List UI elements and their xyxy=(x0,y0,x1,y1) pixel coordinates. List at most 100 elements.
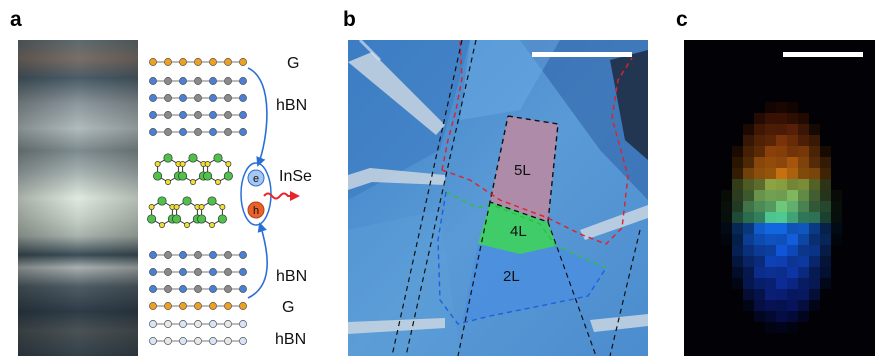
pl-pixel xyxy=(809,201,820,212)
atom-row xyxy=(149,251,247,259)
atom xyxy=(239,94,247,102)
atom xyxy=(239,268,247,276)
pl-pixel xyxy=(754,223,765,234)
pl-pixel xyxy=(798,300,809,311)
atom xyxy=(239,285,247,293)
panel-label-c: c xyxy=(676,8,688,31)
atom xyxy=(164,128,172,136)
pl-pixel xyxy=(721,223,732,234)
pl-pixel xyxy=(765,135,776,146)
pl-pixel xyxy=(743,201,754,212)
pl-pixel xyxy=(765,267,776,278)
atom-row xyxy=(149,337,247,345)
pl-pixel xyxy=(765,245,776,256)
selenium-atom xyxy=(215,179,221,185)
atom xyxy=(194,251,202,259)
pl-pixel xyxy=(787,223,798,234)
indium-atom xyxy=(178,171,188,181)
pl-pixel xyxy=(754,300,765,311)
pl-pixel xyxy=(776,179,787,190)
pl-pixel xyxy=(732,146,743,157)
pl-pixel xyxy=(787,113,798,124)
pl-pixel xyxy=(721,201,732,212)
indium-atom xyxy=(153,171,163,181)
pl-pixel xyxy=(765,113,776,124)
pl-pixel xyxy=(809,190,820,201)
pl-pixel xyxy=(765,300,776,311)
pl-pixel xyxy=(809,157,820,168)
atom-row xyxy=(149,111,247,119)
atom xyxy=(149,111,157,119)
atom xyxy=(179,77,187,85)
pl-pixel xyxy=(754,278,765,289)
pl-pixel xyxy=(765,124,776,135)
atom-row xyxy=(149,268,247,276)
pl-pixel xyxy=(820,245,831,256)
atom-row xyxy=(149,302,247,310)
pl-pixel xyxy=(765,157,776,168)
label-hbn-top: hBN xyxy=(276,97,307,114)
atom-row xyxy=(149,285,247,293)
pl-pixel xyxy=(754,267,765,278)
pl-pixel xyxy=(754,212,765,223)
indium-atom xyxy=(188,153,198,163)
atom xyxy=(149,94,157,102)
atom xyxy=(239,128,247,136)
label-hbn-mid: hBN xyxy=(276,268,307,285)
pl-pixel xyxy=(809,146,820,157)
pl-pixel xyxy=(754,234,765,245)
pl-pixel xyxy=(787,135,798,146)
pl-pixel xyxy=(776,146,787,157)
atom xyxy=(149,251,157,259)
pl-pixel xyxy=(754,124,765,135)
pl-pixel xyxy=(787,146,798,157)
pl-pixel xyxy=(776,190,787,201)
pl-pixel xyxy=(743,190,754,201)
atom xyxy=(239,337,247,345)
pl-pixel xyxy=(798,234,809,245)
pl-pixel xyxy=(787,168,798,179)
atom xyxy=(194,268,202,276)
pl-pixel xyxy=(798,223,809,234)
pl-pixel xyxy=(809,234,820,245)
pl-pixel xyxy=(787,157,798,168)
pl-pixel xyxy=(776,113,787,124)
pl-pixel xyxy=(820,146,831,157)
atom xyxy=(209,111,217,119)
pl-pixel xyxy=(798,190,809,201)
pl-pixel xyxy=(754,256,765,267)
atom xyxy=(224,337,232,345)
atom xyxy=(179,268,187,276)
svg-text:h: h xyxy=(253,205,259,217)
atom xyxy=(164,251,172,259)
pl-pixel xyxy=(754,289,765,300)
selenium-atom xyxy=(173,204,180,210)
pl-pixel xyxy=(743,300,754,311)
pl-pixel xyxy=(743,179,754,190)
pl-pixel xyxy=(776,322,787,333)
pl-pixel xyxy=(798,212,809,223)
pl-pixel xyxy=(743,234,754,245)
pl-pixel xyxy=(831,190,842,201)
selenium-atom xyxy=(179,161,186,167)
photoluminescence-map xyxy=(684,40,875,356)
atom xyxy=(239,251,247,259)
indium-atom xyxy=(217,214,227,224)
pl-pixel xyxy=(732,168,743,179)
pl-pixel xyxy=(754,146,765,157)
atom xyxy=(209,128,217,136)
atom xyxy=(209,337,217,345)
pl-pixel xyxy=(776,124,787,135)
pl-pixel xyxy=(721,190,732,201)
atom xyxy=(209,77,217,85)
pl-pixel xyxy=(809,289,820,300)
pl-pixel xyxy=(743,135,754,146)
pl-pixel xyxy=(809,179,820,190)
atom xyxy=(194,111,202,119)
atom-row xyxy=(149,58,247,66)
atom xyxy=(209,285,217,293)
atom xyxy=(194,285,202,293)
pl-pixel xyxy=(798,289,809,300)
pl-pixel xyxy=(765,223,776,234)
atom xyxy=(164,268,172,276)
